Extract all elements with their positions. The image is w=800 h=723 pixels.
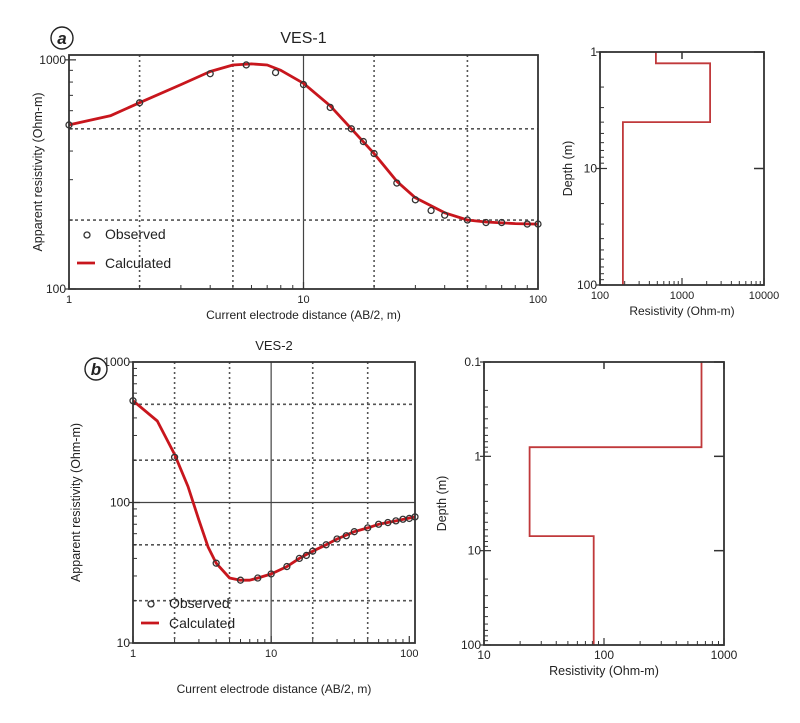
b-main-observed-point bbox=[283, 562, 291, 571]
b-model-x-tick-label: 10 bbox=[477, 648, 491, 662]
b-main-panel-label-circle bbox=[84, 357, 108, 381]
a-model-plot-area bbox=[600, 52, 764, 285]
b-main-legend-observed-label: Observed bbox=[169, 595, 230, 611]
b-main-observed-point bbox=[170, 453, 179, 461]
a-main-observed-point bbox=[347, 125, 356, 133]
b-model-model-line bbox=[528, 362, 703, 645]
b-main-observed-point bbox=[364, 524, 372, 532]
b-main-y-tick-label: 1000 bbox=[103, 355, 130, 369]
a-main-calculated-line bbox=[68, 62, 539, 226]
b-main-observed-point bbox=[212, 559, 220, 567]
a-main-observed-point bbox=[271, 68, 280, 77]
a-main-observed-point bbox=[482, 218, 490, 227]
b-main-observed-point bbox=[384, 518, 392, 527]
a-model-y-tick-label: 100 bbox=[577, 278, 597, 292]
b-main-legend-observed-marker bbox=[147, 600, 155, 608]
b-main-x-tick-label: 100 bbox=[400, 648, 418, 660]
a-main-observed-point bbox=[427, 206, 435, 215]
a-main-legend-observed-label: Observed bbox=[105, 226, 166, 242]
a-main-observed-point bbox=[326, 103, 334, 112]
a-main-legend-observed-marker bbox=[83, 231, 91, 239]
a-main-observed-point bbox=[463, 216, 472, 224]
b-main-y-tick-label: 100 bbox=[110, 496, 130, 510]
a-main-observed-point bbox=[370, 149, 378, 158]
b-main-x-axis-label: Current electrode distance (AB/2, m) bbox=[177, 682, 372, 696]
a-model-x-tick-label: 100 bbox=[591, 290, 609, 302]
a-main-plot-frame bbox=[68, 54, 539, 290]
a-main-observed-point bbox=[242, 61, 250, 69]
b-main-observed-point bbox=[374, 520, 383, 528]
b-model-y-tick-label: 0.1 bbox=[464, 355, 481, 369]
b-main-title: VES-2 bbox=[255, 338, 293, 353]
b-model-x-tick-label: 100 bbox=[594, 648, 614, 662]
b-main-calculated-line bbox=[132, 399, 416, 582]
a-main-observed-point bbox=[441, 211, 449, 219]
b-main-plot-frame bbox=[132, 361, 416, 644]
a-main-observed-point bbox=[206, 70, 214, 78]
a-model-y-tick-label: 1 bbox=[590, 45, 597, 59]
a-main-y-axis-label: Apparent resistivity (Ohm-m) bbox=[31, 92, 45, 251]
a-model-x-tick-label: 10000 bbox=[749, 290, 780, 302]
a-model-y-tick-label: 10 bbox=[584, 162, 598, 176]
a-main-observed-point bbox=[393, 179, 401, 187]
a-main-y-tick-label: 1000 bbox=[39, 53, 66, 67]
b-model-y-tick-label: 10 bbox=[468, 544, 482, 558]
a-main-x-axis-label: Current electrode distance (AB/2, m) bbox=[206, 308, 401, 322]
b-main-observed-point bbox=[267, 570, 275, 578]
a-main-x-tick-label: 100 bbox=[529, 294, 547, 306]
b-main-legend-calculated-label: Calculated bbox=[169, 615, 235, 631]
b-main-observed-point bbox=[309, 547, 317, 555]
a-main-observed-point bbox=[498, 218, 506, 227]
a-main-legend-calculated-label: Calculated bbox=[105, 255, 171, 271]
a-model-model-line bbox=[622, 52, 711, 285]
b-main-y-axis-label: Apparent resistivity (Ohm-m) bbox=[69, 423, 83, 582]
b-model-y-axis-label: Depth (m) bbox=[435, 476, 449, 532]
a-main-panel-label: a bbox=[57, 29, 66, 48]
b-main-observed-point bbox=[392, 517, 400, 525]
a-main-panel-label-circle bbox=[50, 26, 74, 50]
a-model-y-axis-label: Depth (m) bbox=[561, 141, 575, 197]
a-model-plot-frame bbox=[599, 51, 765, 286]
a-main-observed-point bbox=[299, 80, 308, 89]
b-main-observed-point bbox=[302, 551, 311, 560]
a-main-y-tick-label: 100 bbox=[46, 282, 66, 296]
b-model-x-axis-label: Resistivity (Ohm-m) bbox=[549, 664, 659, 678]
b-model-y-tick-label: 1 bbox=[474, 449, 481, 463]
a-main-observed-point bbox=[411, 196, 420, 204]
a-main-observed-point bbox=[359, 137, 368, 146]
b-main-panel-label: b bbox=[91, 360, 101, 379]
b-main-observed-point bbox=[350, 528, 358, 536]
b-main-observed-point bbox=[254, 574, 262, 582]
b-main-y-tick-label: 10 bbox=[117, 636, 131, 650]
b-main-x-tick-label: 10 bbox=[265, 648, 277, 660]
b-model-y-tick-label: 100 bbox=[461, 638, 481, 652]
b-main-observed-point bbox=[322, 541, 330, 549]
b-main-observed-point bbox=[333, 535, 341, 543]
b-model-plot-frame bbox=[483, 361, 725, 646]
a-main-x-tick-label: 1 bbox=[66, 294, 72, 306]
a-main-observed-point bbox=[135, 99, 144, 107]
b-model-x-tick-label: 1000 bbox=[711, 648, 738, 662]
b-main-observed-point bbox=[236, 576, 245, 584]
b-main-observed-point bbox=[342, 532, 350, 540]
a-main-x-tick-label: 10 bbox=[297, 294, 309, 306]
a-model-x-tick-label: 1000 bbox=[670, 290, 694, 302]
b-main-x-tick-label: 1 bbox=[130, 648, 136, 660]
a-model-x-axis-label: Resistivity (Ohm-m) bbox=[629, 304, 734, 318]
b-model-plot-area bbox=[484, 362, 724, 645]
b-main-observed-point bbox=[295, 554, 303, 563]
a-main-observed-point bbox=[523, 220, 531, 228]
a-main-title: VES-1 bbox=[280, 30, 326, 47]
